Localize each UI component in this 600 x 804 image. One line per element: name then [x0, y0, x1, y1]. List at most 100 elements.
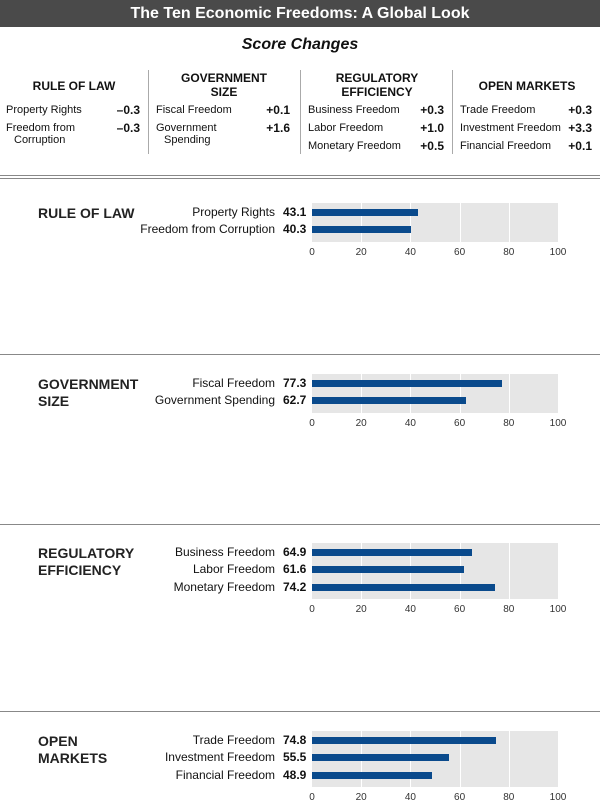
- page-title: The Ten Economic Freedoms: A Global Look: [0, 0, 600, 27]
- heading-line: RULE OF LAW: [32, 79, 116, 93]
- x-tick-label: 60: [454, 603, 466, 615]
- gridline: [508, 731, 510, 787]
- heading-line: GOVERNMENT: [180, 71, 267, 85]
- x-tick-label: 100: [549, 603, 567, 615]
- bar: [312, 737, 496, 744]
- change-value: +0.5: [420, 139, 444, 153]
- change-value: –0.3: [116, 103, 140, 117]
- x-tick-label: 0: [309, 603, 315, 615]
- heading-line: SIZE: [210, 85, 238, 99]
- label-line: Spending: [164, 134, 211, 146]
- change-value: +0.1: [568, 139, 592, 153]
- panel-heading: GOVERNMENT SIZE: [38, 376, 139, 409]
- change-column: GOVERNMENT SIZE Fiscal Freedom +0.1 Governme…: [150, 68, 298, 154]
- data-label: 55.5: [283, 750, 307, 765]
- bar: [312, 397, 467, 405]
- category-label: Property Rights: [192, 205, 275, 219]
- x-tick-label: 80: [503, 417, 515, 429]
- panel-heading: REGULATORY EFFICIENCY: [38, 545, 134, 578]
- x-tick-label: 80: [503, 246, 515, 258]
- category-label: Monetary Freedom: [173, 579, 275, 594]
- change-column: RULE OF LAW Property Rights –0.3 Freedom fr…: [0, 68, 148, 154]
- heading-line: OPEN MARKETS: [478, 79, 576, 93]
- gridline: [459, 203, 461, 242]
- data-label: 40.3: [283, 222, 307, 237]
- bar: [312, 209, 419, 216]
- section-divider: [0, 524, 600, 525]
- heading-line: EFFICIENCY: [341, 85, 413, 99]
- x-tick-label: 60: [454, 246, 466, 258]
- heading-line: REGULATORY: [335, 71, 419, 85]
- x-tick-label: 0: [309, 417, 315, 429]
- gridline: [361, 374, 363, 413]
- column-separator: [148, 70, 149, 154]
- gridline: [361, 203, 363, 242]
- x-tick-label: 20: [355, 791, 367, 803]
- gridline: [508, 203, 510, 242]
- x-tick-label: 60: [454, 417, 466, 429]
- x-tick-label: 100: [549, 791, 567, 803]
- change-label: Property Rights: [6, 104, 82, 116]
- x-tick-label: 20: [355, 246, 367, 258]
- category-label: Government Spending: [154, 393, 275, 408]
- change-label: Investment Freedom: [460, 122, 561, 134]
- data-label: 74.2: [283, 579, 307, 594]
- x-tick-label: 0: [309, 246, 315, 258]
- category-label: Business Freedom: [174, 545, 275, 559]
- change-column-heading: REGULATORY EFFICIENCY: [302, 71, 452, 99]
- category-label: Trade Freedom: [192, 733, 275, 747]
- category-label: Fiscal Freedom: [192, 376, 275, 390]
- category-label: Financial Freedom: [175, 767, 275, 782]
- change-label: Business Freedom: [308, 104, 400, 116]
- category-label: Investment Freedom: [164, 750, 275, 765]
- x-tick-label: 80: [503, 603, 515, 615]
- label-line: Freedom from: [6, 122, 76, 134]
- x-tick-label: 40: [404, 417, 416, 429]
- label-line: Corruption: [14, 134, 66, 146]
- bar: [312, 583, 495, 591]
- x-tick-label: 60: [454, 791, 466, 803]
- category-label: Freedom from Corruption: [140, 222, 275, 237]
- x-tick-label: 20: [355, 417, 367, 429]
- column-separator: [452, 70, 453, 154]
- change-column: OPEN MARKETS Trade Freedom +0.3 Investment …: [454, 68, 600, 154]
- label-line: Investment Freedom: [460, 122, 561, 134]
- change-label: Financial Freedom: [460, 140, 551, 152]
- x-tick-label: 40: [404, 791, 416, 803]
- panel-heading: OPEN MARKETS: [38, 733, 108, 766]
- x-tick-label: 40: [404, 603, 416, 615]
- section-divider: [0, 711, 600, 712]
- panel-heading: RULE OF LAW: [38, 205, 135, 221]
- data-label: 64.9: [283, 545, 307, 559]
- change-value: +0.1: [266, 103, 290, 117]
- change-value: +1.0: [420, 121, 444, 135]
- plot-area: [312, 731, 558, 787]
- plot-area: [312, 374, 558, 413]
- data-label: 43.1: [283, 205, 307, 219]
- change-value: +0.3: [568, 103, 592, 117]
- x-tick-label: 40: [404, 246, 416, 258]
- data-label: 62.7: [283, 393, 307, 408]
- gridline: [459, 374, 461, 413]
- data-label: 74.8: [283, 733, 307, 747]
- change-value: +0.3: [420, 103, 444, 117]
- gridline: [508, 543, 510, 599]
- bar: [312, 380, 503, 387]
- change-value: +3.3: [568, 121, 592, 135]
- bar: [312, 566, 464, 574]
- section-divider: [0, 354, 600, 355]
- x-tick-label: 0: [309, 791, 315, 803]
- label-line: Business Freedom: [308, 104, 400, 116]
- plot-area: [312, 203, 558, 242]
- change-column-heading: OPEN MARKETS: [454, 79, 600, 93]
- gridline: [459, 731, 461, 787]
- change-value: –0.3: [116, 121, 140, 135]
- label-line: Monetary Freedom: [308, 140, 401, 152]
- score-changes-subtitle: Score Changes: [241, 36, 359, 53]
- label-line: Labor Freedom: [308, 122, 384, 134]
- change-label: Fiscal Freedom: [156, 104, 232, 116]
- bar: [312, 226, 412, 234]
- label-line: Trade Freedom: [460, 104, 536, 116]
- data-label: 48.9: [283, 767, 307, 782]
- bar: [312, 549, 472, 556]
